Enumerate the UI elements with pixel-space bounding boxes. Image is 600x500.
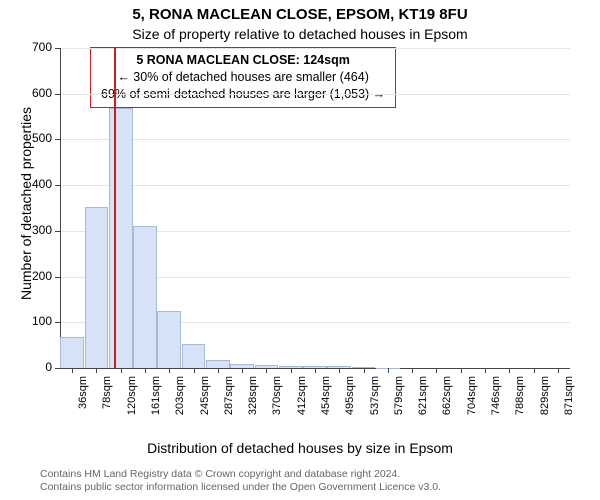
x-tick-mark xyxy=(436,368,437,373)
x-tick-label: 245sqm xyxy=(199,376,211,431)
y-tick-label: 700 xyxy=(20,40,52,54)
histogram-bar xyxy=(157,311,181,368)
x-tick-label: 871sqm xyxy=(563,376,575,431)
y-axis-line xyxy=(60,48,61,368)
x-tick-label: 704sqm xyxy=(466,376,478,431)
x-tick-label: 788sqm xyxy=(514,376,526,431)
y-tick-label: 600 xyxy=(20,86,52,100)
gridline xyxy=(60,139,570,140)
x-tick-mark xyxy=(194,368,195,373)
x-tick-mark xyxy=(558,368,559,373)
histogram-bar xyxy=(85,207,109,368)
gridline xyxy=(60,48,570,49)
histogram-bar xyxy=(206,360,230,368)
x-tick-label: 746sqm xyxy=(490,376,502,431)
footer-attribution: Contains HM Land Registry data © Crown c… xyxy=(40,468,441,494)
x-tick-label: 454sqm xyxy=(320,376,332,431)
x-tick-mark xyxy=(339,368,340,373)
y-tick-label: 0 xyxy=(20,360,52,374)
x-tick-label: 537sqm xyxy=(369,376,381,431)
annotation-line-2: ← 30% of detached houses are smaller (46… xyxy=(101,69,385,86)
x-tick-label: 120sqm xyxy=(126,376,138,431)
x-tick-label: 36sqm xyxy=(77,376,89,431)
x-tick-mark xyxy=(388,368,389,373)
x-tick-label: 495sqm xyxy=(344,376,356,431)
x-tick-mark xyxy=(485,368,486,373)
x-tick-mark xyxy=(509,368,510,373)
annotation-box: 5 RONA MACLEAN CLOSE: 124sqm ← 30% of de… xyxy=(90,47,396,108)
x-tick-mark xyxy=(364,368,365,373)
x-tick-mark xyxy=(534,368,535,373)
x-tick-mark xyxy=(145,368,146,373)
x-tick-mark xyxy=(121,368,122,373)
gridline xyxy=(60,185,570,186)
marker-line xyxy=(114,48,116,368)
annotation-line-1: 5 RONA MACLEAN CLOSE: 124sqm xyxy=(101,52,385,69)
y-tick-label: 100 xyxy=(20,314,52,328)
x-tick-label: 829sqm xyxy=(539,376,551,431)
x-tick-label: 370sqm xyxy=(271,376,283,431)
histogram-bar xyxy=(182,344,206,368)
x-tick-label: 328sqm xyxy=(247,376,259,431)
x-tick-mark xyxy=(291,368,292,373)
x-tick-mark xyxy=(315,368,316,373)
y-tick-label: 200 xyxy=(20,269,52,283)
x-axis-label: Distribution of detached houses by size … xyxy=(0,440,600,456)
histogram-bar xyxy=(133,226,157,368)
x-tick-mark xyxy=(266,368,267,373)
y-tick-label: 300 xyxy=(20,223,52,237)
x-tick-mark xyxy=(96,368,97,373)
x-tick-label: 412sqm xyxy=(296,376,308,431)
footer-line-1: Contains HM Land Registry data © Crown c… xyxy=(40,468,441,481)
footer-line-2: Contains public sector information licen… xyxy=(40,481,441,494)
x-tick-label: 579sqm xyxy=(393,376,405,431)
x-tick-mark xyxy=(72,368,73,373)
x-tick-label: 203sqm xyxy=(174,376,186,431)
chart-subtitle: Size of property relative to detached ho… xyxy=(0,26,600,42)
x-tick-label: 287sqm xyxy=(223,376,235,431)
x-tick-mark xyxy=(412,368,413,373)
x-tick-label: 161sqm xyxy=(150,376,162,431)
x-tick-mark xyxy=(218,368,219,373)
x-tick-mark xyxy=(461,368,462,373)
x-tick-label: 621sqm xyxy=(417,376,429,431)
chart-title: 5, RONA MACLEAN CLOSE, EPSOM, KT19 8FU xyxy=(0,6,600,23)
x-tick-label: 78sqm xyxy=(101,376,113,431)
histogram-bar xyxy=(109,108,133,368)
y-tick-label: 400 xyxy=(20,177,52,191)
y-tick-label: 500 xyxy=(20,131,52,145)
x-tick-label: 662sqm xyxy=(441,376,453,431)
x-tick-mark xyxy=(169,368,170,373)
histogram-bar xyxy=(60,337,84,368)
gridline xyxy=(60,94,570,95)
x-tick-mark xyxy=(242,368,243,373)
